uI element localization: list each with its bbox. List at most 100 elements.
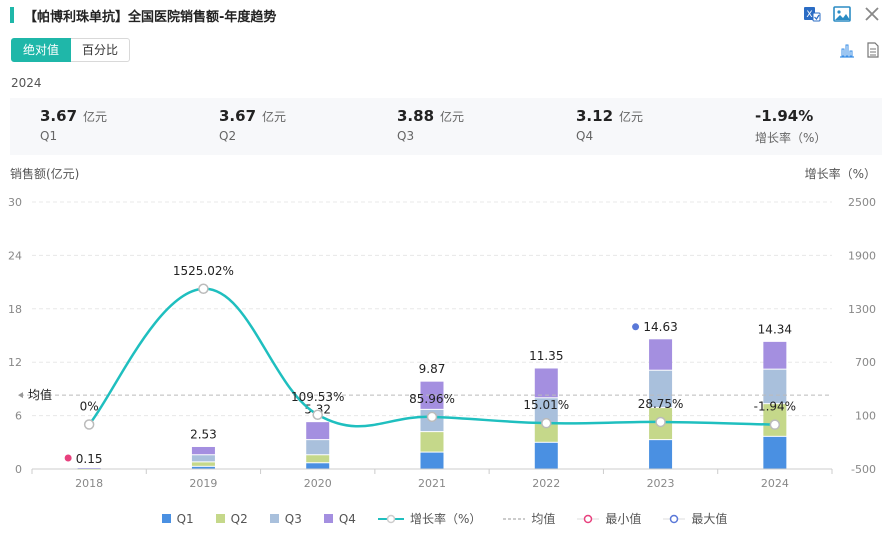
growth-label: 85.96% — [409, 392, 455, 406]
summary-label: Q3 — [397, 129, 415, 143]
summary-value: 3.67 — [219, 107, 257, 125]
table-view-icon[interactable] — [865, 42, 881, 58]
legend-item-q2[interactable]: Q2 — [215, 510, 248, 527]
y-tick-left: 30 — [8, 196, 22, 209]
top-toolbar: X — [803, 5, 881, 23]
y-tick-right: 2500 — [848, 196, 876, 209]
chart-title-bar: 【帕博利珠单抗】全国医院销售额-年度趋势 — [10, 6, 277, 25]
bar-segment-q1 — [763, 436, 787, 469]
legend-item-q3[interactable]: Q3 — [269, 510, 302, 527]
excel-export-icon[interactable]: X — [803, 5, 821, 23]
y-tick-right: 1900 — [848, 249, 876, 262]
bar-segment-q2 — [534, 424, 558, 442]
legend-min-icon — [577, 514, 600, 523]
summary-panel: 3.67 亿元 Q1 3.67 亿元 Q2 3.88 亿元 Q3 3.12 亿元 Q4 … — [10, 98, 882, 155]
bar-segment-q3 — [763, 369, 787, 404]
summary-item-q3: 3.88 亿元 Q3 — [397, 106, 464, 143]
tab-percentage[interactable]: 百分比 — [71, 38, 131, 62]
x-tick-label: 2020 — [304, 477, 332, 490]
summary-value: 3.12 — [576, 107, 614, 125]
page-title: 【帕博利珠单抗】全国医院销售额-年度趋势 — [24, 9, 277, 25]
y-tick-left: 6 — [15, 410, 22, 423]
summary-label: Q2 — [219, 129, 237, 143]
summary-unit: 亿元 — [83, 110, 108, 124]
bar-segment-q3 — [191, 455, 215, 462]
summary-label: Q1 — [40, 129, 58, 143]
legend-item-min[interactable]: 最小值 — [577, 510, 641, 527]
growth-label: 1525.02% — [173, 264, 234, 278]
chart-legend: Q1 Q2 Q3 Q4 增长率（%） 均值 最小值 最大值 — [0, 510, 889, 527]
legend-swatch — [323, 514, 333, 523]
bar-segment-q4 — [77, 468, 101, 469]
legend-line-icon — [377, 514, 404, 523]
summary-value: 3.67 — [40, 107, 78, 125]
summary-item-growth: -1.94% 增长率（%） — [755, 106, 826, 146]
y-tick-right: -500 — [851, 463, 876, 476]
bar-segment-q3 — [649, 370, 673, 408]
close-icon[interactable] — [863, 5, 881, 23]
y-tick-left: 0 — [15, 463, 22, 476]
x-tick-label: 2024 — [761, 477, 789, 490]
bar-segment-q3 — [534, 398, 558, 424]
summary-value: 3.88 — [397, 107, 435, 125]
x-tick-label: 2021 — [418, 477, 446, 490]
summary-unit: 亿元 — [440, 110, 465, 124]
legend-swatch — [215, 514, 225, 523]
y-tick-left: 24 — [8, 249, 22, 262]
legend-label: 增长率（%） — [409, 512, 482, 526]
legend-item-growth[interactable]: 增长率（%） — [377, 510, 482, 527]
bar-segment-q4 — [420, 381, 444, 409]
x-tick-label: 2023 — [647, 477, 675, 490]
bar-segment-q3 — [306, 440, 330, 455]
bar-segment-q2 — [306, 455, 330, 463]
legend-label: 最小值 — [605, 512, 642, 526]
svg-text:X: X — [806, 10, 812, 20]
view-toggle — [839, 42, 881, 58]
bar-segment-q1 — [649, 440, 673, 469]
growth-label: 28.75% — [638, 397, 684, 411]
image-export-icon[interactable] — [833, 5, 851, 23]
bar-segment-q1 — [306, 463, 330, 469]
legend-item-max[interactable]: 最大值 — [663, 510, 727, 527]
legend-label: 均值 — [531, 512, 556, 526]
bar-segment-q3 — [77, 468, 101, 470]
bar-segment-q2 — [420, 432, 444, 452]
average-arrow-icon — [18, 392, 23, 399]
bar-chart-icon[interactable] — [839, 42, 855, 58]
bar-segment-q4 — [649, 339, 673, 370]
legend-max-icon — [663, 514, 686, 523]
legend-label: Q4 — [338, 511, 356, 526]
growth-label: 109.53% — [291, 390, 344, 404]
bar-total-label: 9.87 — [419, 362, 446, 376]
growth-label: 15.01% — [523, 398, 569, 412]
bar-segment-q4 — [191, 446, 215, 455]
legend-item-average[interactable]: 均值 — [503, 510, 555, 527]
bar-total-label: 14.34 — [758, 322, 792, 336]
sales-chart: 销售额(亿元) 增长率（%） 0 -500 6 100 12 700 18 1300 24 1900 3… — [8, 166, 876, 490]
legend-item-q4[interactable]: Q4 — [323, 510, 356, 527]
summary-unit: 亿元 — [619, 110, 644, 124]
growth-label: -1.94% — [754, 400, 796, 414]
growth-point — [769, 419, 781, 430]
growth-label: 0% — [80, 400, 99, 414]
growth-point — [655, 416, 666, 428]
tab-absolute[interactable]: 绝对值 — [11, 38, 72, 62]
bar-total-label: 2.53 — [190, 427, 217, 441]
legend-label: 最大值 — [691, 512, 728, 526]
x-tick-label: 2022 — [532, 477, 560, 490]
x-tick-label: 2018 — [75, 477, 103, 490]
legend-label: Q1 — [176, 511, 194, 526]
legend-swatch — [161, 514, 171, 523]
summary-item-q1: 3.67 亿元 Q1 — [40, 106, 107, 143]
legend-item-q1[interactable]: Q1 — [161, 510, 194, 527]
bar-total-label: 14.63 — [643, 320, 677, 334]
growth-point — [541, 417, 552, 429]
bar-segment-q4 — [763, 341, 787, 369]
growth-point — [198, 283, 209, 295]
bar-segment-q1 — [534, 442, 558, 469]
bar-segment-q4 — [534, 368, 558, 398]
bar-segment-q2 — [191, 462, 215, 466]
growth-point — [83, 419, 95, 430]
legend-label: Q3 — [284, 511, 302, 526]
summary-item-q4: 3.12 亿元 Q4 — [576, 106, 643, 143]
